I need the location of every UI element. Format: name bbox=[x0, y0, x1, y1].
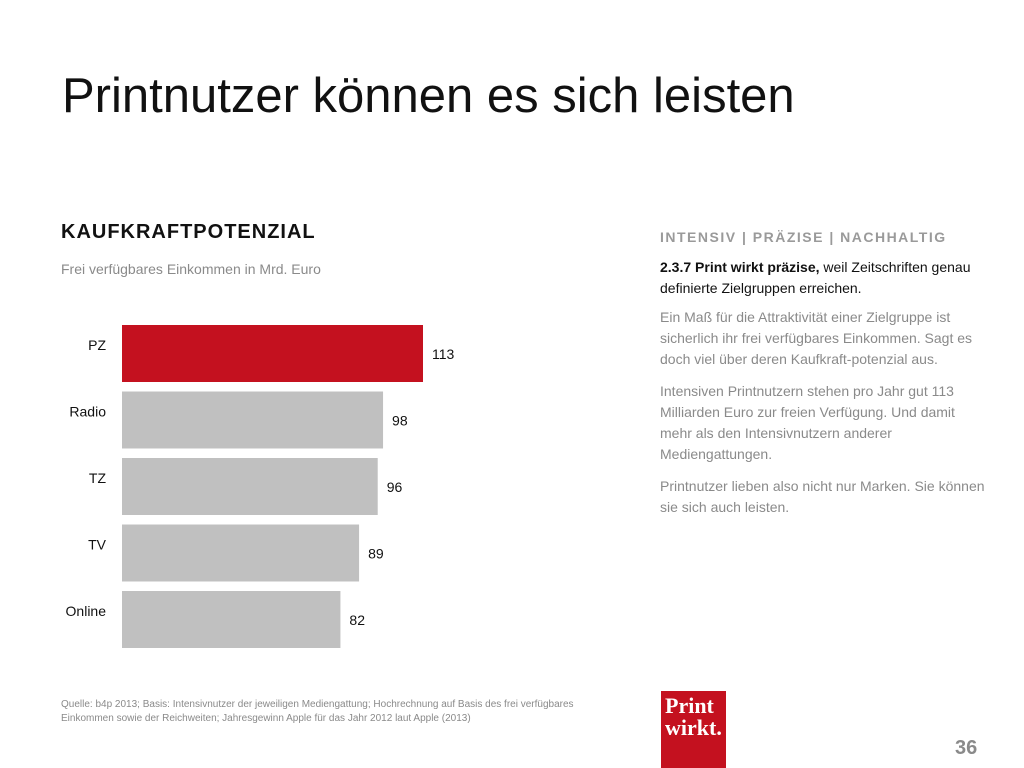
page-title: Printnutzer können es sich leisten bbox=[62, 69, 795, 123]
category-label-radio: Radio bbox=[69, 404, 106, 420]
source-note: Quelle: b4p 2013; Basis: Intensivnutzer … bbox=[61, 699, 574, 724]
page-number: 36 bbox=[955, 737, 978, 759]
sidebar-text: INTENSIV | PRÄZISE | NACHHALTIG 2.3.7 Pr… bbox=[660, 229, 990, 529]
chart-subtitle: Frei verfügbares Einkommen in Mrd. Euro bbox=[61, 261, 321, 277]
bar-tz bbox=[122, 458, 378, 515]
chart-title: KAUFKRAFTPOTENZIAL bbox=[61, 221, 316, 243]
logo-line-2: wirkt. bbox=[665, 715, 722, 740]
paragraph-3: Printnutzer lieben also nicht nur Marken… bbox=[660, 478, 985, 515]
paragraph-2: Intensiven Printnutzern stehen pro Jahr … bbox=[660, 383, 955, 462]
tagline: INTENSIV | PRÄZISE | NACHHALTIG bbox=[660, 229, 947, 245]
logo-line-1: Print bbox=[665, 693, 714, 718]
bar-chart: PZ 113 Radio 98 TZ 96 TV 89 Online 82 bbox=[66, 325, 455, 648]
value-label-tv: 89 bbox=[368, 546, 384, 562]
bar-online bbox=[122, 591, 341, 648]
print-wirkt-logo: Print wirkt. bbox=[661, 691, 726, 768]
value-label-pz: 113 bbox=[432, 346, 455, 362]
paragraph-1: Ein Maß für die Attraktivität einer Ziel… bbox=[660, 309, 973, 367]
category-label-pz: PZ bbox=[88, 337, 106, 353]
lead-rest: weil Zeitschriften genau definierte Ziel… bbox=[660, 259, 971, 296]
lead-paragraph: 2.3.7 Print wirkt präzise, weil Zeitschr… bbox=[660, 257, 990, 299]
category-label-tz: TZ bbox=[89, 470, 107, 486]
value-label-radio: 98 bbox=[392, 413, 408, 429]
value-label-tz: 96 bbox=[387, 479, 403, 495]
bar-tv bbox=[122, 524, 360, 582]
bar-radio bbox=[122, 391, 384, 449]
category-label-tv: TV bbox=[88, 537, 107, 553]
lead-bold: 2.3.7 Print wirkt präzise, bbox=[660, 259, 820, 275]
bar-pz bbox=[122, 325, 423, 382]
value-label-online: 82 bbox=[349, 612, 365, 628]
category-label-online: Online bbox=[66, 603, 107, 619]
